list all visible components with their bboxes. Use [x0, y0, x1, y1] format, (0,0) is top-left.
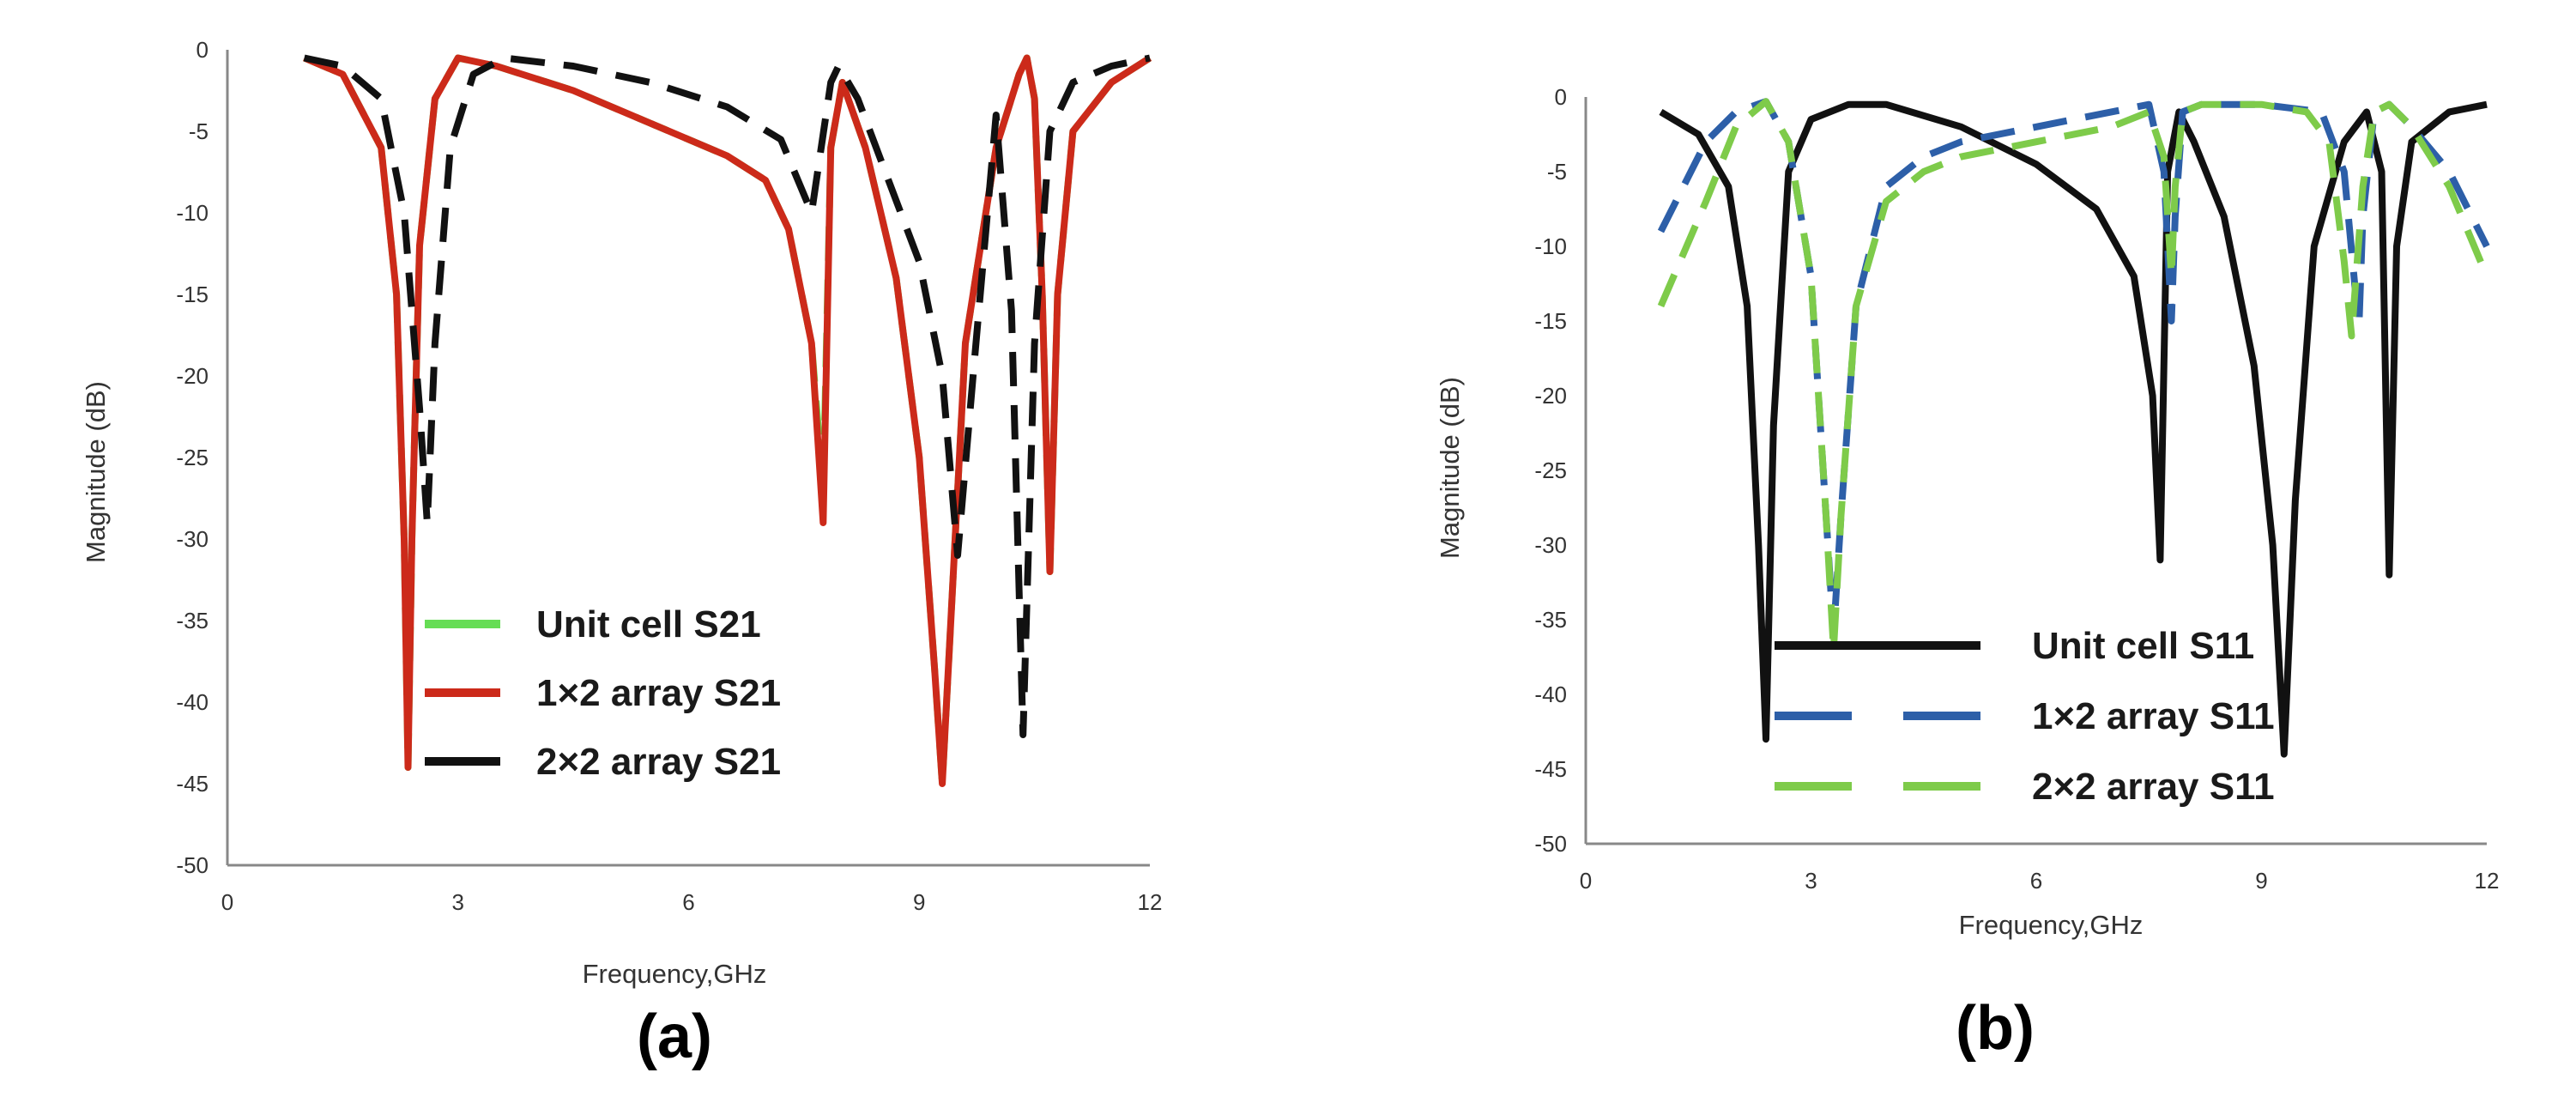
series-line-a-2	[303, 54, 1152, 787]
chart-panel-b: 0 -5 -10 -15 -20 -25 -30 -35 -40 -45 -50 0 3 6 9 12 Ma…	[1435, 84, 2499, 1063]
x-ticks-b: 0 3 6 9 12	[1580, 868, 2500, 894]
legend-label-a-1: Unit cell S21	[536, 603, 761, 645]
y-tick-label: -5	[189, 118, 209, 144]
y-tick-label: -10	[176, 200, 209, 226]
y-tick-label: -30	[1534, 532, 1567, 558]
y-tick-label: -45	[176, 771, 209, 797]
x-tick-label: 0	[1580, 868, 1592, 894]
y-tick-label: -50	[1534, 831, 1567, 857]
y-tick-label: 0	[197, 37, 209, 63]
x-tick-label: 12	[2475, 868, 2500, 894]
y-tick-label: -25	[1534, 458, 1567, 483]
legend-label-a-3: 2×2 array S21	[536, 741, 781, 783]
y-tick-label: -50	[176, 852, 209, 878]
y-tick-label: 0	[1555, 84, 1567, 110]
legend-label-b-2: 1×2 array S11	[2032, 695, 2275, 737]
y-tick-label: -20	[176, 363, 209, 389]
x-tick-label: 9	[2255, 868, 2267, 894]
x-tick-label: 6	[2030, 868, 2042, 894]
axes-b	[1584, 97, 2487, 845]
y-axis-title-b: Magnitude (dB)	[1435, 377, 1465, 559]
y-tick-label: -15	[1534, 308, 1567, 334]
y-ticks-b: 0 -5 -10 -15 -20 -25 -30 -35 -40 -45 -50	[1534, 84, 1567, 857]
legend-label-a-2: 1×2 array S21	[536, 672, 781, 714]
x-tick-label: 0	[221, 889, 233, 915]
y-tick-label: -40	[1534, 682, 1567, 707]
x-ticks-a: 0 3 6 9 12	[221, 889, 1163, 915]
y-tick-label: -40	[176, 689, 209, 715]
y-ticks-a: 0 -5 -10 -15 -20 -25 -30 -35 -40 -45 -50	[176, 37, 209, 878]
legend-b: Unit cell S11 1×2 array S11 2×2 array S11	[1775, 625, 2275, 808]
y-tick-label: -20	[1534, 383, 1567, 409]
y-tick-label: -35	[176, 608, 209, 633]
legend-a: Unit cell S21 1×2 array S21 2×2 array S21	[425, 603, 781, 783]
y-tick-label: -15	[176, 282, 209, 307]
x-tick-label: 9	[913, 889, 925, 915]
axes-a	[226, 50, 1150, 867]
series-line-a-3	[303, 54, 1151, 738]
chart-panel-a: 0 -5 -10 -15 -20 -25 -30 -35 -40 -45 -50 0 3 6 9 12 Ma…	[81, 37, 1162, 1071]
y-axis-title-a: Magnitude (dB)	[81, 381, 111, 563]
x-tick-label: 6	[682, 889, 694, 915]
x-tick-label: 3	[1805, 868, 1817, 894]
series-layer-a	[303, 54, 1152, 787]
x-axis-title-b: Frequency,GHz	[1959, 910, 2144, 940]
panel-label-a: (a)	[637, 1003, 712, 1071]
y-tick-label: -35	[1534, 607, 1567, 633]
y-tick-label: -30	[176, 526, 209, 552]
y-tick-label: -45	[1534, 756, 1567, 782]
x-tick-label: 12	[1138, 889, 1163, 915]
series-line-b-3	[1657, 98, 2490, 653]
x-tick-label: 3	[452, 889, 464, 915]
legend-label-b-1: Unit cell S11	[2032, 625, 2254, 667]
x-axis-title-a: Frequency,GHz	[583, 959, 767, 989]
legend-label-b-3: 2×2 array S11	[2032, 766, 2275, 808]
series-layer-b	[1657, 98, 2490, 758]
y-tick-label: -10	[1534, 233, 1567, 259]
y-tick-label: -5	[1547, 159, 1567, 185]
y-tick-label: -25	[176, 445, 209, 470]
panel-label-b: (b)	[1956, 994, 2035, 1063]
